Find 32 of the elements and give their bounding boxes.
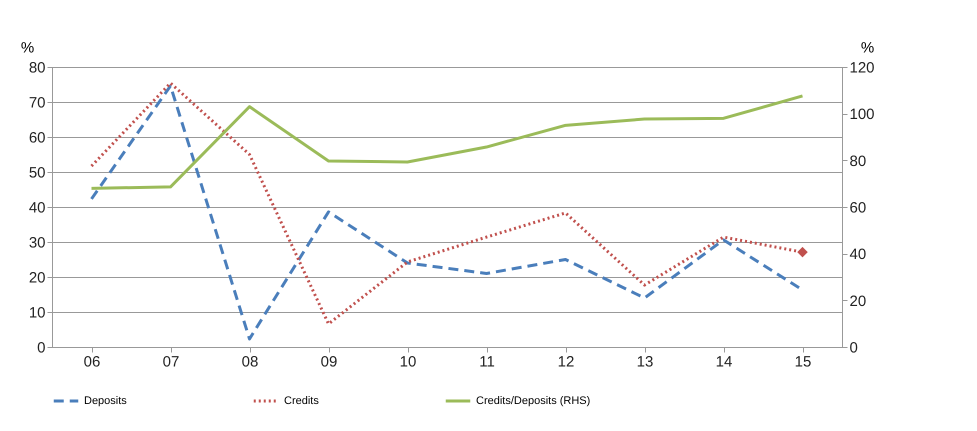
y2-axis-title: % [860, 40, 874, 56]
x-tick-label: 15 [794, 354, 812, 370]
x-tick-label: 12 [558, 354, 574, 370]
x-tick-label: 07 [162, 354, 180, 370]
y-tick-label: 50 [28, 164, 46, 182]
line-series [90, 94, 804, 190]
x-tick-label: 14 [716, 354, 732, 370]
legend-label: Deposits [84, 395, 128, 407]
y2-tick-label: 20 [850, 292, 866, 310]
y-tick-label: 70 [28, 94, 46, 112]
y2-tick-label: 60 [850, 200, 866, 216]
legend-label: Credits/Deposits (RHS) [476, 395, 590, 407]
y-tick-label: 20 [28, 270, 46, 286]
y-tick-label: 40 [28, 200, 46, 216]
y2-tick-label: 120 [850, 60, 875, 76]
y2-tick-label: 100 [850, 106, 875, 124]
x-tick-label: 13 [636, 354, 654, 370]
y2-tick-label: 0 [850, 340, 858, 356]
y-tick-label: 80 [28, 60, 46, 76]
y2-tick-label: 80 [850, 152, 866, 170]
y-tick-label: 0 [37, 340, 46, 356]
x-tick-label: 06 [84, 354, 100, 370]
x-tick-label: 08 [242, 354, 258, 370]
y-axis-title: % [20, 40, 34, 56]
x-tick-label: 11 [479, 354, 495, 370]
x-tick-label: 10 [400, 354, 416, 370]
y-tick-label: 10 [28, 304, 46, 322]
legend-label: Credits [284, 395, 320, 407]
x-tick-label: 09 [320, 354, 338, 370]
y-tick-label: 30 [28, 234, 46, 252]
y-tick-label: 60 [28, 130, 46, 146]
y2-tick-label: 40 [850, 246, 866, 264]
